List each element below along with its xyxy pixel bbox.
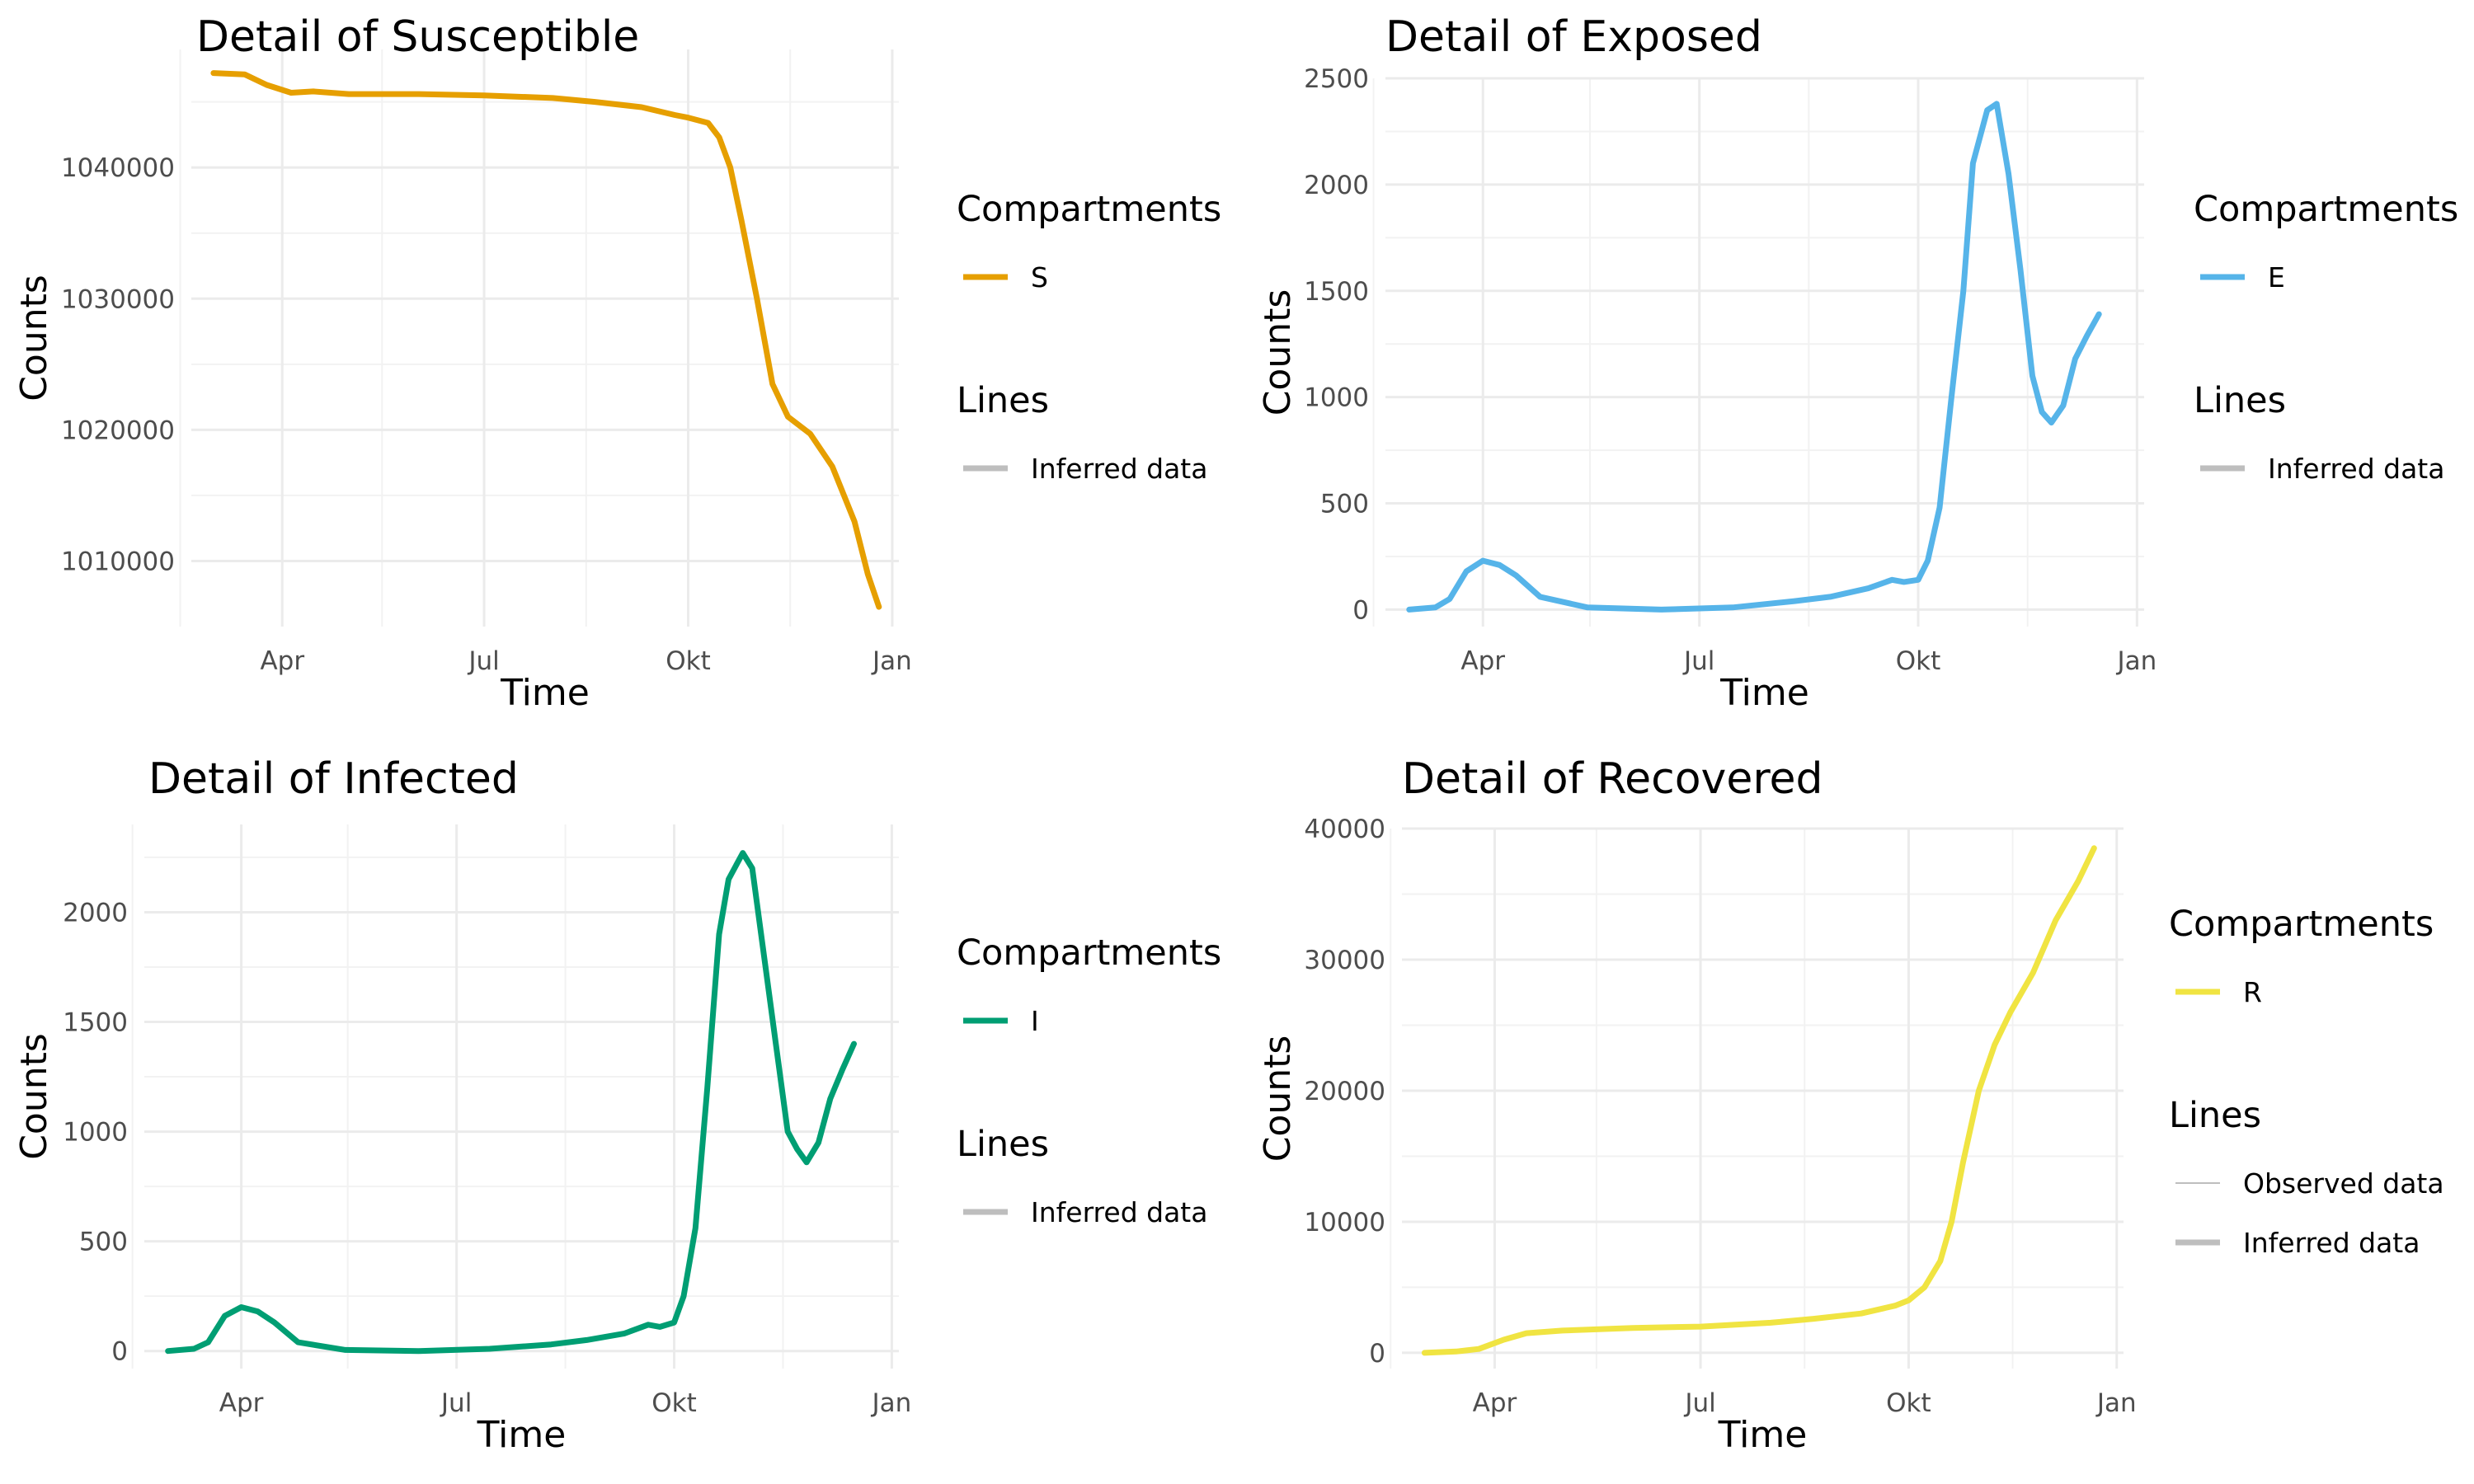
y-tick-label: 1030000	[61, 284, 175, 314]
y-tick-label: 1500	[63, 1008, 128, 1038]
x-tick-label: Jul	[1682, 646, 1714, 676]
chart-title: Detail of Infected	[148, 754, 519, 804]
x-tick-label: Okt	[666, 646, 711, 676]
series-line-I	[165, 850, 857, 1355]
x-tick-label: Apr	[1460, 646, 1505, 676]
y-tick-label: 1020000	[61, 416, 175, 445]
legend-title: Lines	[2194, 380, 2286, 421]
legend-title: Lines	[957, 380, 1049, 421]
y-tick-label: 2000	[1304, 171, 1369, 200]
x-tick-label: Jul	[440, 1388, 472, 1418]
legend-title: Lines	[957, 1124, 1049, 1165]
x-tick-label: Apr	[219, 1388, 264, 1418]
chart-title: Detail of Recovered	[1402, 754, 1823, 804]
x-tick-label: Apr	[260, 646, 304, 676]
y-tick-label: 500	[1320, 490, 1369, 519]
y-axis-title: Counts	[1257, 289, 1299, 416]
legend-label: E	[2268, 261, 2285, 294]
y-tick-label: 2000	[63, 898, 128, 928]
y-tick-label: 1010000	[61, 547, 175, 576]
legend-title: Compartments	[2169, 904, 2434, 945]
x-axis-title: Time	[1718, 1414, 1808, 1456]
x-tick-label: Jan	[2095, 1388, 2137, 1418]
y-tick-label: 500	[79, 1228, 128, 1257]
chart-panel-2: 0 500 1000 1500 2000 2500 Apr Jul Okt Jan Time Coun…	[1257, 12, 2458, 714]
y-tick-label: 1000	[1304, 383, 1369, 413]
x-tick-label: Jul	[467, 646, 499, 676]
legend-title: Compartments	[2194, 189, 2458, 230]
legend-label: Inferred data	[1031, 453, 1207, 485]
x-axis-title: Time	[477, 1414, 567, 1456]
y-tick-label: 20000	[1304, 1077, 1385, 1106]
y-tick-label: 10000	[1304, 1208, 1385, 1237]
chart-title: Detail of Susceptible	[196, 12, 639, 62]
x-tick-label: Jan	[870, 1388, 911, 1418]
y-axis-title: Counts	[1257, 1036, 1299, 1162]
chart-panel-1: 1010000 1020000 1030000 1040000 Apr Jul Okt Jan…	[13, 12, 1221, 714]
legend-title: Compartments	[957, 189, 1221, 230]
legend-label: Inferred data	[2243, 1227, 2420, 1259]
y-tick-label: 1500	[1304, 277, 1369, 307]
x-tick-label: Okt	[1896, 646, 1941, 676]
y-tick-label: 1000	[63, 1118, 128, 1148]
y-tick-label: 2500	[1304, 64, 1369, 94]
legend-label: I	[1031, 1005, 1039, 1037]
x-tick-label: Okt	[651, 1388, 697, 1418]
y-tick-label: 30000	[1304, 946, 1385, 975]
y-tick-label: 0	[111, 1337, 128, 1367]
legend-label: Observed data	[2243, 1167, 2444, 1200]
y-tick-label: 0	[1352, 595, 1369, 625]
legend-label: Inferred data	[2268, 453, 2444, 485]
y-axis-title: Counts	[13, 275, 55, 402]
chart-panel-4: 0 10000 20000 30000 40000 Apr Jul Okt Jan Time Cou…	[1257, 754, 2444, 1456]
x-axis-title: Time	[1719, 672, 1809, 714]
x-tick-label: Apr	[1473, 1388, 1517, 1418]
legend-label: R	[2243, 976, 2262, 1008]
y-tick-label: 40000	[1304, 815, 1385, 844]
y-tick-label: 1040000	[61, 153, 175, 183]
y-axis-title: Counts	[13, 1033, 55, 1160]
legend-label: S	[1031, 261, 1048, 294]
series-line-R	[1421, 845, 2097, 1356]
chart-title: Detail of Exposed	[1385, 12, 1762, 62]
legend-label: Inferred data	[1031, 1196, 1207, 1228]
x-axis-title: Time	[500, 672, 590, 714]
legend-title: Compartments	[957, 932, 1221, 974]
x-tick-label: Jan	[871, 646, 912, 676]
chart-panel-3: 0 500 1000 1500 2000 Apr Jul Okt Jan Time Counts De…	[13, 754, 1221, 1456]
x-tick-label: Jul	[1683, 1388, 1715, 1418]
y-tick-label: 0	[1369, 1339, 1385, 1369]
x-tick-label: Jan	[2115, 646, 2157, 676]
legend-title: Lines	[2169, 1095, 2261, 1136]
series-line-S	[210, 70, 882, 610]
x-tick-label: Okt	[1886, 1388, 1931, 1418]
series-line-E	[1406, 101, 2102, 613]
